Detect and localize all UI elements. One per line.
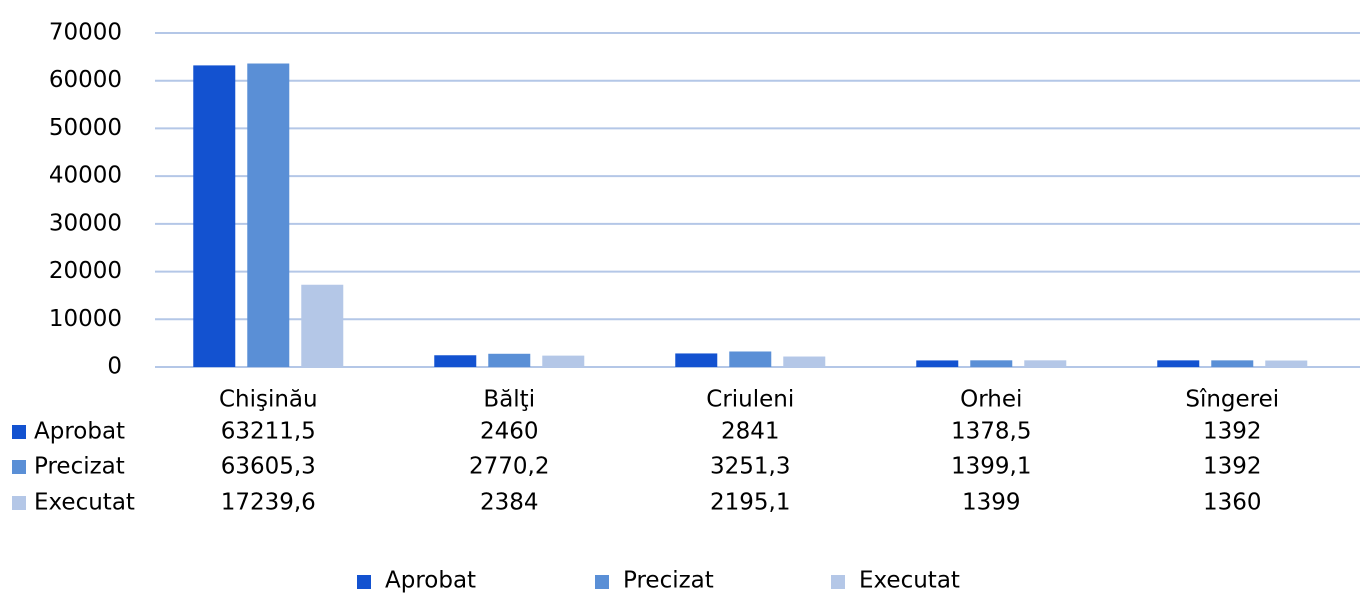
table-series-label: Executat	[34, 490, 135, 516]
table-value: 2770,2	[469, 454, 549, 480]
table-value: 1360	[1203, 490, 1262, 516]
table-value: 63211,5	[221, 419, 316, 445]
bar	[970, 360, 1013, 367]
y-tick-label: 50000	[49, 115, 122, 141]
table-series-label: Aprobat	[34, 419, 125, 445]
table-value: 1399	[962, 490, 1021, 516]
legend-label: Precizat	[623, 568, 714, 594]
table-series-label: Precizat	[34, 454, 125, 480]
bar	[434, 355, 477, 367]
table-value: 1378,5	[951, 419, 1031, 445]
bar	[1024, 360, 1067, 367]
category-label: Bălţi	[483, 387, 535, 413]
bar	[301, 284, 344, 367]
bar	[193, 65, 236, 368]
table-value: 2460	[480, 419, 539, 445]
bar	[916, 360, 959, 367]
y-tick-label: 40000	[49, 163, 122, 189]
bar	[488, 353, 531, 367]
legend-marker	[831, 575, 845, 589]
table-value: 63605,3	[221, 454, 316, 480]
legend-marker	[595, 575, 609, 589]
table-value: 17239,6	[221, 490, 316, 516]
bar	[1265, 360, 1308, 367]
legend-marker	[357, 575, 371, 589]
table-value: 1392	[1203, 454, 1262, 480]
bar	[1211, 360, 1254, 367]
table-value: 2841	[721, 419, 780, 445]
category-label: Orhei	[960, 387, 1022, 413]
legend-label: Aprobat	[385, 568, 476, 594]
table-value: 2384	[480, 490, 539, 516]
category-label: Sîngerei	[1185, 387, 1279, 413]
table-value: 1392	[1203, 419, 1262, 445]
category-label: Criuleni	[706, 387, 794, 413]
y-tick-label: 60000	[49, 67, 122, 93]
table-legend-marker	[12, 496, 26, 510]
bar	[783, 356, 826, 367]
bar	[675, 353, 718, 367]
legend-label: Executat	[859, 568, 960, 594]
bar	[729, 351, 772, 367]
table-value: 3251,3	[710, 454, 790, 480]
table-value: 2195,1	[710, 490, 790, 516]
y-tick-label: 30000	[49, 210, 122, 236]
table-legend-marker	[12, 460, 26, 474]
y-tick-label: 10000	[49, 306, 122, 332]
category-label: Chişinău	[219, 387, 318, 413]
table-legend-marker	[12, 425, 26, 439]
bar	[542, 355, 585, 367]
table-value: 1399,1	[951, 454, 1031, 480]
bar	[247, 63, 290, 368]
y-tick-label: 0	[107, 354, 122, 380]
bar	[1157, 360, 1200, 367]
y-tick-label: 70000	[49, 20, 122, 46]
y-tick-label: 20000	[49, 258, 122, 284]
